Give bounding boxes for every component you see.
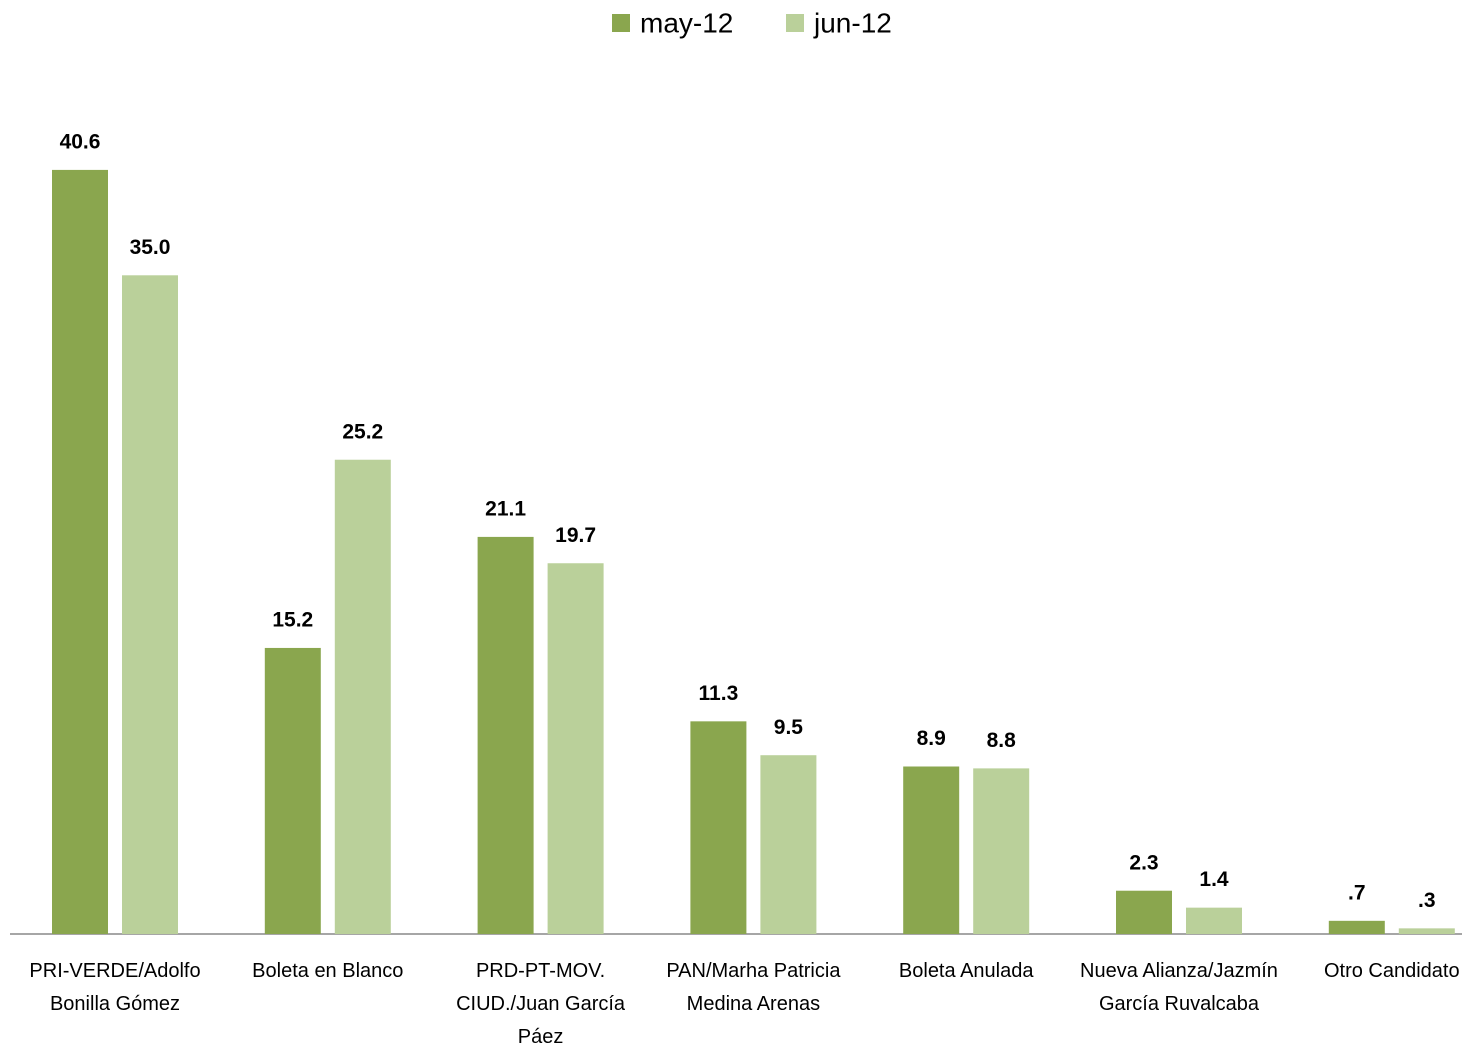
x-tick-label: Boleta Anulada xyxy=(898,960,1034,982)
legend-label: jun-12 xyxy=(813,7,892,38)
value-label: 1.4 xyxy=(1199,868,1229,891)
value-label: 19.7 xyxy=(555,524,596,547)
value-label: 21.1 xyxy=(485,497,526,520)
value-label: 8.9 xyxy=(917,727,946,750)
bar xyxy=(547,563,604,934)
legend-swatch xyxy=(612,14,630,32)
bar xyxy=(1328,920,1385,934)
bar xyxy=(1398,928,1455,934)
value-label: 15.2 xyxy=(272,608,313,631)
x-tick-label: Nueva Alianza/Jazmín García Ruvalcaba xyxy=(1080,960,1278,1015)
value-label: 2.3 xyxy=(1129,851,1158,874)
bar xyxy=(973,768,1030,934)
bar xyxy=(760,755,817,934)
bar xyxy=(1186,907,1242,934)
bar xyxy=(1116,890,1172,934)
value-label: 40.6 xyxy=(60,130,101,153)
x-tick-label: Boleta en Blanco xyxy=(252,960,404,982)
bar xyxy=(690,721,747,934)
x-tick-label: PAN/Marha Patricia Medina Arenas xyxy=(666,960,841,1015)
bar xyxy=(122,275,178,934)
x-tick-label: PRD-PT-MOV. CIUD./Juan García Páez xyxy=(456,960,626,1048)
legend-swatch xyxy=(786,14,804,32)
value-label: .7 xyxy=(1348,881,1366,904)
value-label: .3 xyxy=(1418,889,1436,912)
bar xyxy=(477,536,534,934)
value-label: 8.8 xyxy=(987,729,1017,752)
bar xyxy=(52,169,108,934)
value-label: 35.0 xyxy=(130,236,171,259)
x-tick-label: PRI-VERDE/Adolfo Bonilla Gómez xyxy=(29,960,201,1015)
x-tick-label: Otro Candidato xyxy=(1323,960,1460,982)
value-label: 9.5 xyxy=(774,716,804,739)
bar xyxy=(334,459,391,934)
legend-label: may-12 xyxy=(640,7,733,38)
value-label: 25.2 xyxy=(342,420,383,443)
bar xyxy=(903,766,960,934)
value-label: 11.3 xyxy=(699,682,739,705)
bar xyxy=(264,647,321,934)
